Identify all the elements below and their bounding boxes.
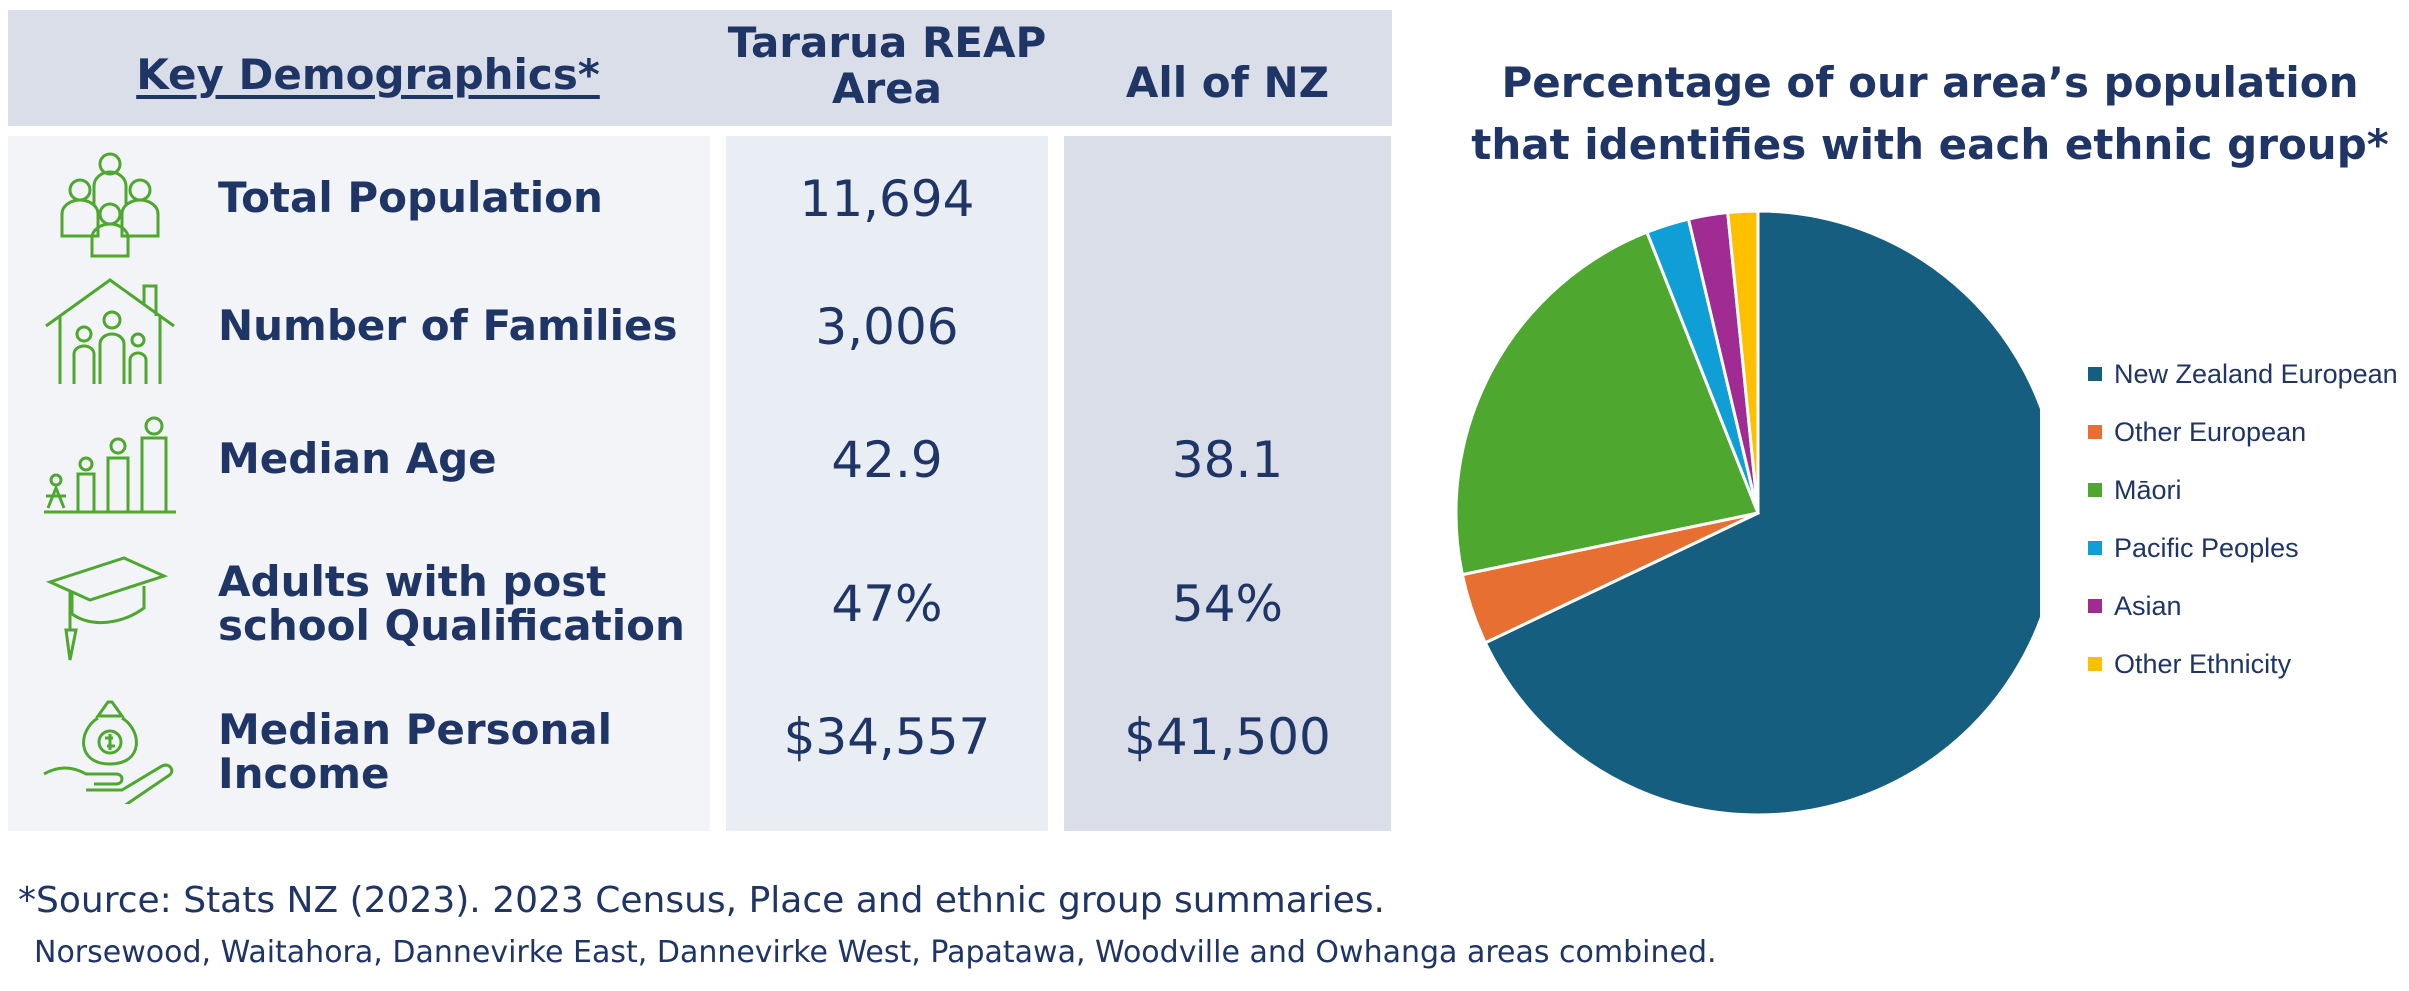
row-label-median-personal-income: Median Personal Income (218, 705, 613, 798)
legend-label: Pacific Peoples (2114, 532, 2299, 563)
row-label-median-age: Median Age (218, 434, 497, 483)
legend-label: Asian (2114, 590, 2182, 621)
legend-item: New Zealand European (2088, 345, 2398, 403)
nz-value-post-school-qualification: 54% (1171, 575, 1284, 633)
reap-value-median-age: 42.9 (831, 431, 943, 489)
legend-swatch (2088, 541, 2102, 555)
reap-value-number-of-families: 3,006 (815, 298, 959, 356)
legend-label: New Zealand European (2114, 358, 2398, 389)
nz-column-bg (1064, 136, 1391, 831)
money-bag-hand-icon (40, 694, 180, 808)
legend-label: Māori (2114, 474, 2182, 505)
legend-item: Māori (2088, 461, 2398, 519)
all-nz-header: All of NZ (1125, 58, 1330, 107)
house-family-icon (40, 276, 180, 386)
reap-value-median-personal-income: $34,557 (783, 708, 991, 766)
pie-chart (1454, 209, 2040, 817)
chart-title: Percentage of our area’s population that… (1471, 58, 2389, 169)
graduation-cap-icon (40, 552, 180, 662)
reap-column-bg (726, 136, 1048, 831)
areas-note: Norsewood, Waitahora, Dannevirke East, D… (34, 935, 1717, 970)
pie-slice-new-zealand-european (1483, 209, 2040, 817)
legend-item: Pacific Peoples (2088, 519, 2398, 577)
source-citation: *Source: Stats NZ (2023). 2023 Census, P… (18, 880, 1385, 921)
legend-item: Asian (2088, 577, 2398, 635)
legend-swatch (2088, 425, 2102, 439)
legend-item: Other European (2088, 403, 2398, 461)
legend-label: Other Ethnicity (2114, 648, 2292, 679)
row-label-post-school-qualification: Adults with post school Qualification (218, 557, 685, 650)
chart-legend: New Zealand European Other European Māori P… (2088, 345, 2398, 693)
reap-area-header: Tararua REAP Area (727, 18, 1047, 113)
pie-slice-other-ethnicity (1726, 209, 1760, 514)
legend-swatch (2088, 367, 2102, 381)
row-label-number-of-families: Number of Families (218, 301, 678, 350)
age-progression-icon (40, 412, 180, 522)
family-group-icon (40, 148, 180, 258)
legend-swatch (2088, 599, 2102, 613)
nz-value-median-age: 38.1 (1171, 431, 1284, 489)
table-header-band (8, 10, 1392, 126)
legend-label: Other European (2114, 416, 2307, 447)
nz-value-median-personal-income: $41,500 (1124, 708, 1331, 766)
label-column-bg (8, 136, 710, 831)
pie-slice-m-ori (1454, 230, 1761, 577)
reap-value-post-school-qualification: 47% (831, 575, 943, 633)
reap-value-total-population: 11,694 (799, 170, 975, 228)
row-label-total-population: Total Population (218, 173, 603, 222)
legend-swatch (2088, 483, 2102, 497)
legend-item: Other Ethnicity (2088, 635, 2398, 693)
key-demographics-header: Key Demographics* (136, 50, 600, 99)
legend-swatch (2088, 657, 2102, 671)
